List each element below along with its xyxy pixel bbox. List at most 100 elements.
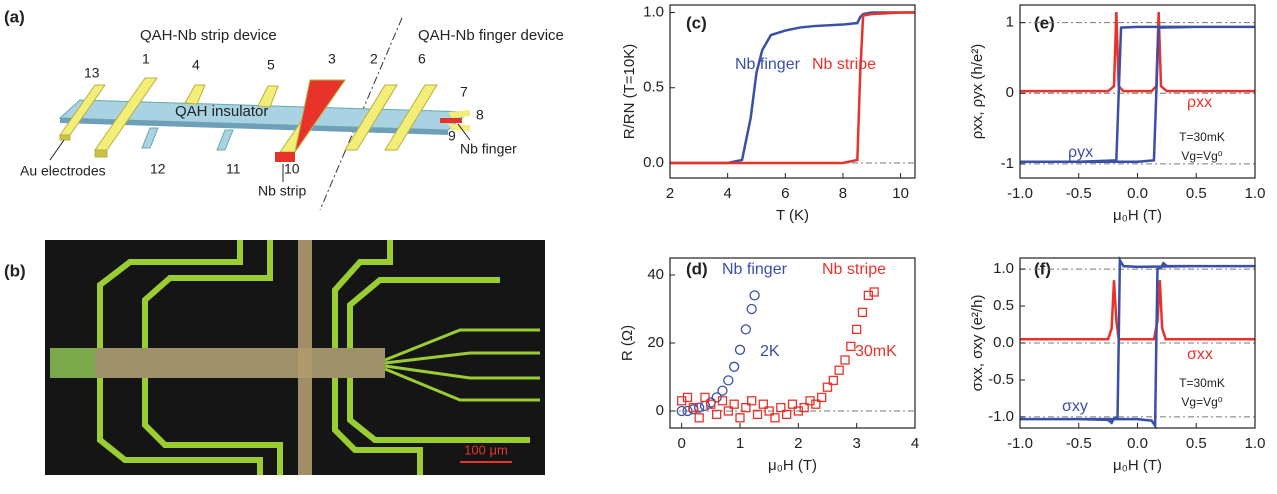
x-tick-label: 1.0 [1245,435,1266,452]
annotation: Vg=Vg⁰ [1181,395,1222,409]
electrode-label: 11 [226,161,241,177]
x-tick-label: 0 [677,435,685,452]
annotation: Vg=Vg⁰ [1181,149,1222,163]
series-label: Nb finger [722,261,788,278]
point [754,410,762,418]
series-label: σxy [1062,398,1088,415]
electrode-label: 9 [448,128,456,144]
electrode-label: 7 [460,84,468,100]
y-tick-label: 0.0 [643,154,664,171]
point [741,325,750,334]
x-tick-label: -1.0 [1007,435,1033,452]
series-label: Nb stripe [812,56,876,73]
point [713,410,721,418]
annotation: 30mK [855,343,897,360]
series-label: ρyx [1068,144,1093,161]
series-label: Nb stripe [822,261,886,278]
panel-label: (b) [4,261,26,280]
x-tick-label: 0.5 [1186,435,1207,452]
y-tick-label: -1 [1001,155,1014,172]
y-tick-label: 0.0 [993,334,1014,351]
point [847,342,855,350]
electrode-label: 6 [418,51,426,67]
annotation: T=30mK [1179,130,1225,144]
x-tick-label: 1.0 [1245,185,1266,202]
x-tick-label: -0.5 [1066,435,1092,452]
y-axis-label: σxx, σxy (e²/h) [969,295,986,392]
point [695,414,703,422]
series-line [670,13,915,163]
annotation: T=30mK [1179,376,1225,390]
x-tick-label: 4 [911,435,919,452]
electrode-label: 3 [328,51,336,67]
point [835,366,843,374]
electrode-label: 13 [84,65,100,81]
diagram-title: QAH-Nb finger device [418,27,564,44]
electrode-label: 12 [150,161,166,177]
panel-label: (c) [686,13,707,32]
x-tick-label: 3 [852,435,860,452]
x-tick-label: -1.0 [1007,185,1033,202]
electrode-label: 5 [267,57,275,73]
center-label: QAH insulator [175,103,268,120]
y-axis-label: ρxx, ρyx (h/e²) [969,44,986,139]
note: Au electrodes [20,163,106,179]
x-tick-label: 4 [723,185,731,202]
x-tick-label: 0.5 [1186,185,1207,202]
annotation: 2K [760,343,780,360]
lead [217,130,233,150]
series-line [670,13,915,163]
x-tick-label: 6 [781,185,789,202]
y-axis-label: R/RN (T=10K) [621,44,638,139]
point [736,414,744,422]
micrograph-strip [50,348,385,378]
point [689,405,698,414]
micrograph-pad [50,348,95,378]
series-line [1020,12,1255,91]
x-axis-label: μ₀H (T) [1113,207,1162,224]
y-tick-label: 0.5 [643,79,664,96]
point [736,345,745,354]
series-label: ρxx [1187,94,1212,111]
x-tick-label: 0.0 [1127,435,1148,452]
x-tick-label: 8 [839,185,847,202]
y-tick-label: 0.5 [993,297,1014,314]
electrode-label: 4 [192,57,200,73]
series-label: σxx [1187,346,1213,363]
point [724,376,733,385]
figure: (a) QAH-Nb strip device QAH-Nb finger de… [0,0,1277,489]
y-tick-label: 0 [1006,84,1014,101]
point [859,308,867,316]
panel-label: (d) [686,259,708,278]
series-line [1020,280,1255,339]
electrode-label: 2 [370,51,378,67]
note: Nb strip [258,183,306,199]
note: Nb finger [460,141,517,157]
x-tick-label: 2 [794,435,802,452]
nb-finger [440,118,462,123]
y-tick-label: -0.5 [988,371,1014,388]
point [750,291,759,300]
point [853,325,861,333]
lead [142,128,158,148]
y-tick-label: 1.0 [643,3,664,20]
series-label: Nb finger [735,56,801,73]
y-tick-label: -1.0 [988,408,1014,425]
x-axis-label: μ₀H (T) [1113,457,1162,474]
y-tick-label: 40 [647,266,664,283]
y-axis-label: R (Ω) [619,325,636,361]
panel-label: (a) [4,7,25,26]
point [747,305,756,314]
x-tick-label: 1 [736,435,744,452]
scale-bar-label: 100 μm [464,442,508,457]
electrode-label: 10 [284,161,300,177]
arrow [50,140,64,160]
diagram-title: QAH-Nb strip device [140,27,277,44]
x-tick-label: -0.5 [1066,185,1092,202]
point [718,386,727,395]
x-axis-label: μ₀H (T) [768,457,817,474]
x-tick-label: 2 [666,185,674,202]
x-axis-label: T (K) [776,207,809,224]
x-tick-label: 10 [892,185,909,202]
x-tick-label: 0.0 [1127,185,1148,202]
